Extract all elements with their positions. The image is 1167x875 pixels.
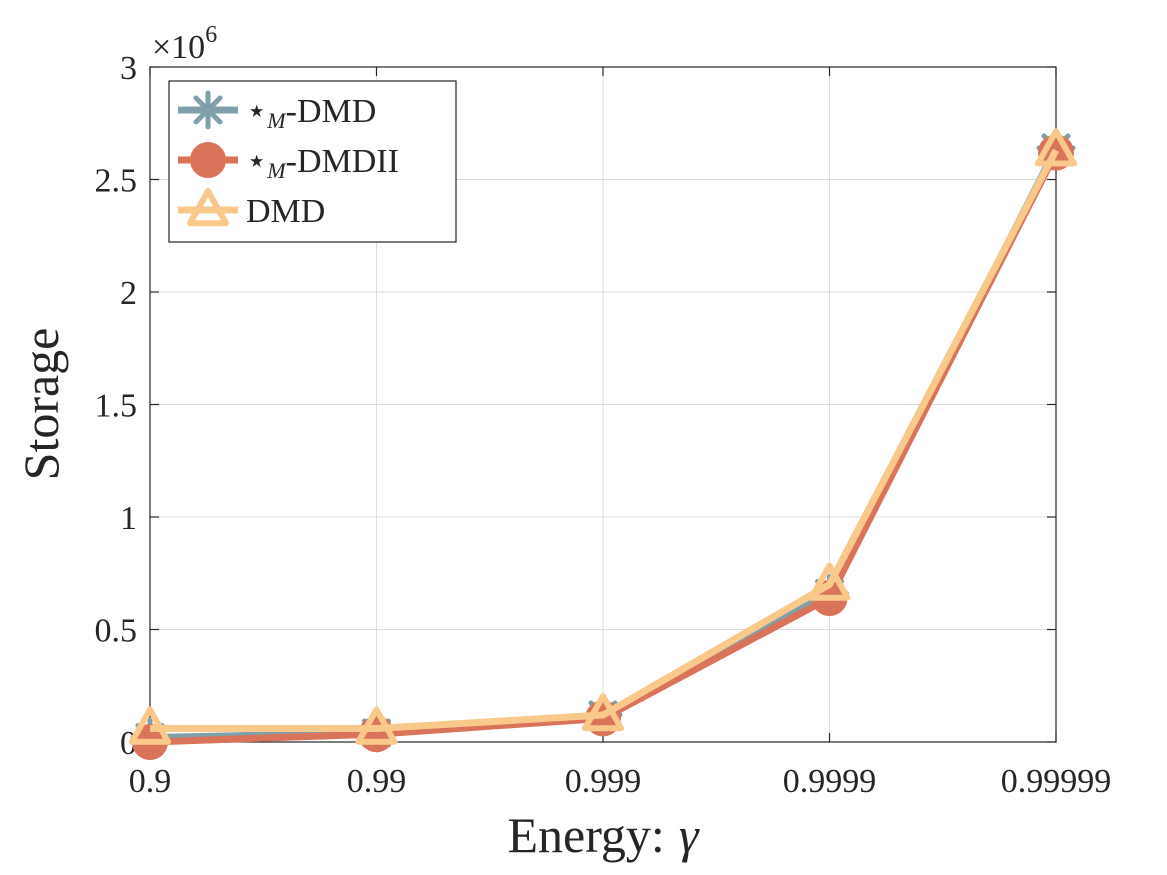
x-tick-label: 0.999 [565,763,642,800]
data-point [188,90,228,130]
data-point [1034,128,1078,167]
x-tick-label: 0.99999 [1001,763,1112,800]
legend: ⋆M-DMD ⋆M-DMDII DMD [168,80,457,243]
series-dmd [128,128,1078,745]
y-tick-label: 3 [120,50,137,87]
x-tick-label: 0.99 [347,763,407,800]
data-point [128,706,172,745]
y-tick-label: 1.5 [95,388,138,425]
legend-entry: ⋆M-DMDII [178,142,399,183]
y-multiplier: ×106 [152,22,217,66]
legend-label: DMD [246,193,325,230]
data-point [808,562,851,601]
x-tick-label: 0.9 [129,763,172,800]
legend-label: ⋆M-DMD [246,93,376,133]
legend-entry: ⋆M-DMD [178,90,376,133]
data-point [190,142,226,178]
legend-entry: DMD [178,188,325,230]
x-tick-label: 0.9999 [783,763,877,800]
data-point [581,693,625,732]
series-line [150,148,1060,732]
y-tick-label: 1 [120,500,137,537]
y-axis-label: Storage [13,328,69,481]
x-axis-label: Energy: γ [507,807,699,863]
data-point [355,706,398,745]
y-tick-label: 0.5 [95,613,138,650]
y-tick-label: 2 [120,275,137,312]
series-layer [128,128,1078,760]
legend-label: ⋆M-DMDII [246,143,399,183]
y-tick-label: 2.5 [95,163,138,200]
asterisk-stroke [193,95,223,125]
data-point [186,188,230,227]
